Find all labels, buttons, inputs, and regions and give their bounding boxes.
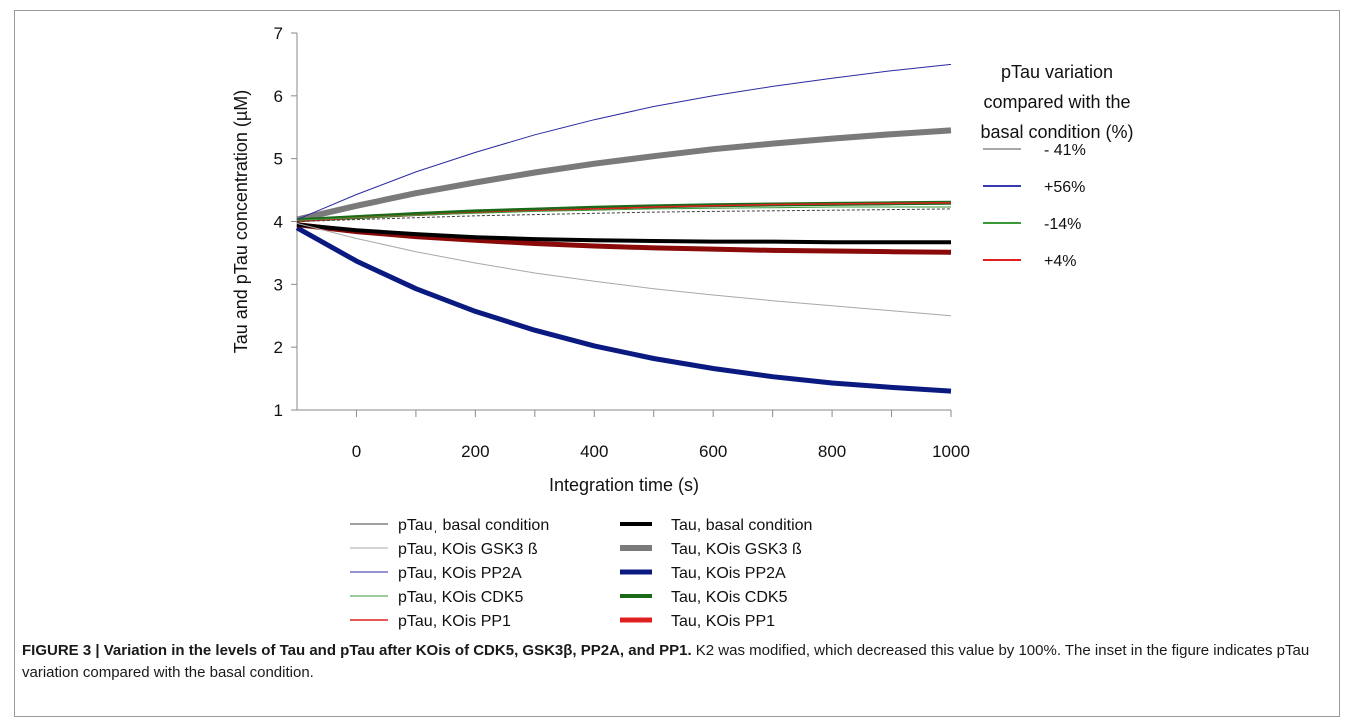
caption-label: FIGURE 3 |: [22, 642, 104, 659]
legend-label: Tau, KOis PP2A: [671, 565, 786, 582]
legend-label: pTau, KOis CDK5: [398, 589, 523, 606]
legend-label: pTau, KOis GSK3 ß: [398, 541, 538, 558]
x-tick-label: 200: [461, 442, 489, 461]
series-line: [296, 222, 952, 255]
legend-label: Tau, KOis GSK3 ß: [671, 541, 802, 558]
x-tick-label: 1000: [932, 442, 970, 461]
y-tick-label: 1: [274, 401, 283, 420]
caption-title: Variation in the levels of Tau and pTau …: [103, 642, 692, 659]
inset-title-line: compared with the: [983, 92, 1130, 112]
inset-label: - 41%: [1044, 142, 1086, 159]
inset-label: +4%: [1044, 253, 1076, 270]
x-tick-label: 400: [580, 442, 608, 461]
y-tick-label: 4: [274, 213, 283, 232]
series-line: [296, 63, 952, 221]
axes: 1 2 3 4 5 6 7 0 200 400 600 800 1000 Integration time…: [231, 24, 970, 495]
caption-text: K2 was modified, which decreased this va…: [22, 642, 1310, 681]
x-tick-label: 0: [352, 442, 361, 461]
y-tick-label: 3: [274, 275, 283, 294]
series-line: [296, 222, 951, 245]
inset-title-line: basal condition (%): [980, 122, 1133, 142]
series-line: [296, 127, 952, 223]
line-chart: 1 2 3 4 5 6 7 0 200 400 600 800 1000 Integration time…: [231, 24, 1134, 630]
inset-title-line: pTau variation: [1001, 62, 1113, 82]
y-axis-title: Tau and pTau concentration (µM): [231, 90, 251, 354]
figure-frame: [14, 10, 1340, 717]
series-line: [295, 225, 952, 394]
y-tick-label: 2: [274, 338, 283, 357]
legend-label: Tau, KOis PP1: [671, 613, 775, 630]
series-line: [296, 222, 952, 317]
x-axis-title: Integration time (s): [549, 475, 699, 495]
x-tick-label: 600: [699, 442, 727, 461]
legend-label: Tau, KOis CDK5: [671, 589, 788, 606]
series-line: [296, 200, 952, 223]
x-tick-label: 800: [818, 442, 846, 461]
inset-label: +56%: [1044, 179, 1085, 196]
legend: pTauˌ basal condition Tau, basal conditio…: [350, 517, 812, 630]
figure-caption: FIGURE 3 | Variation in the levels of Ta…: [22, 640, 1332, 684]
y-tick-label: 5: [274, 150, 283, 169]
legend-label: pTauˌ basal condition: [398, 517, 549, 534]
legend-label: pTau, KOis PP1: [398, 613, 511, 630]
y-tick-label: 6: [274, 87, 283, 106]
series-line: [296, 208, 952, 222]
inset-legend: pTau variation compared with the basal con…: [980, 62, 1133, 270]
legend-label: Tau, basal condition: [671, 517, 812, 534]
series-group: [295, 63, 952, 394]
inset-label: -14%: [1044, 216, 1081, 233]
y-tick-label: 7: [274, 24, 283, 43]
legend-label: pTau, KOis PP2A: [398, 565, 522, 582]
series-line: [296, 206, 951, 221]
